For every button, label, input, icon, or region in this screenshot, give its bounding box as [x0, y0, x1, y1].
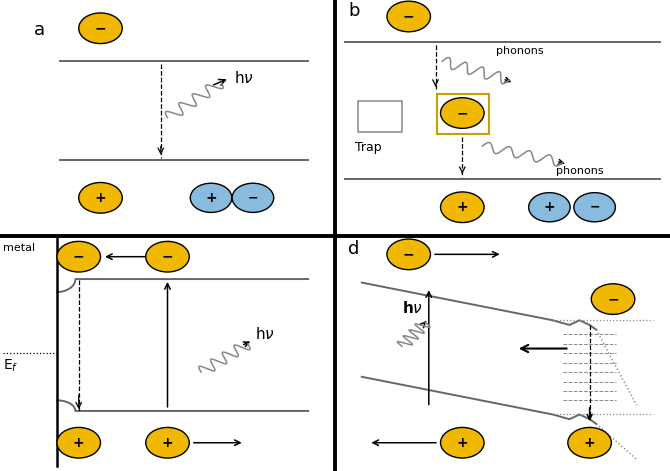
Circle shape: [441, 97, 484, 128]
Text: E$_f$: E$_f$: [3, 358, 19, 374]
Text: h$\nu$: h$\nu$: [255, 326, 275, 342]
Text: −: −: [161, 250, 174, 264]
Text: +: +: [543, 200, 555, 214]
Text: −: −: [73, 250, 84, 264]
Text: +: +: [73, 436, 84, 450]
Text: b: b: [348, 2, 360, 20]
Text: Trap: Trap: [355, 141, 382, 154]
Circle shape: [441, 192, 484, 223]
Text: a: a: [34, 21, 45, 39]
Text: phonons: phonons: [556, 166, 604, 176]
Text: +: +: [94, 191, 107, 205]
Circle shape: [57, 428, 100, 458]
Text: −: −: [248, 191, 258, 204]
Circle shape: [529, 193, 570, 222]
Circle shape: [387, 239, 430, 269]
Text: phonons: phonons: [496, 46, 543, 56]
Text: metal: metal: [3, 243, 36, 252]
Circle shape: [591, 284, 634, 315]
Circle shape: [146, 241, 190, 272]
Bar: [437, 94, 489, 134]
Text: +: +: [584, 436, 596, 450]
Text: d: d: [348, 240, 360, 258]
Circle shape: [441, 428, 484, 458]
Circle shape: [190, 183, 232, 212]
Circle shape: [79, 13, 123, 44]
Circle shape: [568, 428, 611, 458]
Text: +: +: [205, 191, 217, 205]
Text: −: −: [607, 292, 619, 306]
Text: −: −: [403, 247, 415, 261]
Text: −: −: [94, 21, 107, 35]
Circle shape: [146, 428, 190, 458]
Text: c: c: [67, 254, 77, 272]
Circle shape: [574, 193, 615, 222]
Text: +: +: [456, 200, 468, 214]
Text: +: +: [161, 436, 174, 450]
Text: h$\nu$: h$\nu$: [234, 70, 255, 86]
Circle shape: [232, 183, 273, 212]
Bar: [358, 101, 402, 132]
Text: −: −: [403, 9, 415, 24]
Text: +: +: [456, 436, 468, 450]
Text: −: −: [456, 106, 468, 120]
Text: −: −: [590, 201, 600, 214]
Circle shape: [57, 241, 100, 272]
Circle shape: [79, 182, 123, 213]
Circle shape: [387, 1, 430, 32]
Text: h$\nu$: h$\nu$: [402, 300, 423, 316]
